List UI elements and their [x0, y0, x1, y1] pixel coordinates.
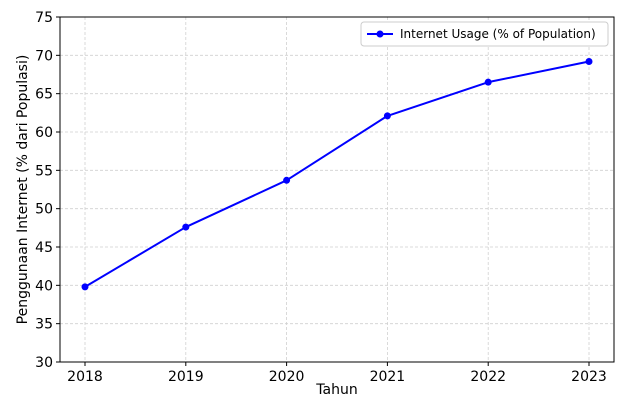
- x-tick-label: 2023: [571, 369, 607, 385]
- data-point: [283, 176, 291, 184]
- x-axis: 2018 2019 2020 2021 2022 2023: [67, 362, 607, 385]
- legend-label: Internet Usage (% of Population): [400, 27, 596, 41]
- plot-area-frame: [59, 16, 615, 363]
- data-point: [585, 57, 593, 65]
- grid: [60, 16, 614, 363]
- y-tick-label: 75: [35, 10, 53, 26]
- y-tick-label: 45: [35, 240, 53, 256]
- x-tick-label: 2019: [168, 369, 204, 385]
- y-tick-label: 35: [35, 317, 53, 333]
- series-layer: [81, 57, 593, 291]
- y-tick-label: 50: [35, 202, 53, 218]
- x-tick-label: 2018: [67, 369, 103, 385]
- y-tick-label: 70: [35, 48, 53, 64]
- x-tick-label: 2020: [269, 369, 305, 385]
- legend-box: [360, 21, 609, 47]
- legend: Internet Usage (% of Population): [360, 21, 609, 47]
- y-tick-label: 60: [35, 125, 53, 141]
- data-point: [182, 223, 190, 231]
- x-tick-label: 2021: [370, 369, 406, 385]
- data-point: [484, 78, 492, 86]
- x-axis-title: Tahun: [315, 382, 357, 398]
- y-tick-label: 40: [35, 278, 53, 294]
- y-tick-label: 30: [35, 355, 53, 371]
- data-point: [383, 112, 391, 120]
- data-point: [81, 283, 89, 291]
- legend-marker: [376, 30, 384, 38]
- series-line: [84, 60, 590, 288]
- y-axis-title: Penggunaan Internet (% dari Populasi): [15, 55, 31, 325]
- y-axis: 30 35 40 45 50 55 60 65 70 75: [35, 10, 60, 371]
- y-tick-label: 65: [35, 87, 53, 103]
- x-tick-label: 2022: [470, 369, 506, 385]
- y-tick-label: 55: [35, 163, 53, 179]
